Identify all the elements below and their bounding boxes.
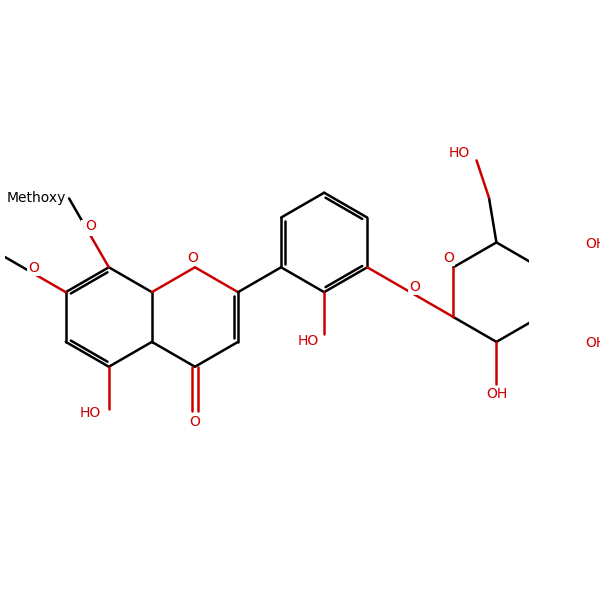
Text: O: O [82, 221, 93, 235]
Text: O: O [190, 415, 200, 429]
Text: O: O [28, 262, 39, 275]
Text: O: O [444, 251, 455, 265]
Text: Methoxy: Methoxy [7, 191, 67, 205]
Text: OH: OH [586, 337, 600, 350]
Text: O: O [85, 220, 96, 233]
Text: OH: OH [586, 236, 600, 251]
Text: O: O [409, 280, 420, 294]
Text: O: O [187, 251, 198, 265]
Text: HO: HO [449, 146, 470, 160]
Text: HO: HO [298, 334, 319, 347]
Text: HO: HO [80, 406, 101, 420]
Text: OH: OH [486, 386, 507, 401]
Text: O: O [187, 251, 198, 265]
Text: O: O [191, 414, 202, 428]
